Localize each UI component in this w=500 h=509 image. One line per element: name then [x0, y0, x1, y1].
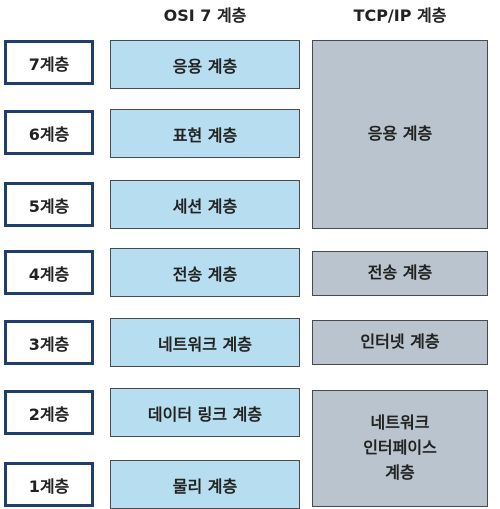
osi-session-layer: 세션 계층 — [110, 180, 300, 229]
layer-number-7: 7계층 — [4, 40, 94, 85]
osi-physical-layer: 물리 계층 — [110, 460, 300, 509]
tcpip-network-interface-label: 네트워크 인터페이스 계층 — [363, 413, 437, 482]
osi-presentation-layer: 표현 계층 — [110, 109, 300, 158]
tcpip-transport-layer: 전송 계층 — [312, 251, 488, 296]
layer-number-3: 3계층 — [4, 320, 94, 365]
layer-number-5: 5계층 — [4, 182, 94, 227]
osi-application-layer: 응용 계층 — [110, 40, 300, 89]
layer-number-4: 4계층 — [4, 250, 94, 295]
tcpip-application-layer: 응용 계층 — [312, 40, 488, 229]
tcpip-header: TCP/IP 계층 — [353, 6, 447, 25]
osi-network-layer: 네트워크 계층 — [110, 318, 300, 367]
layer-number-6: 6계층 — [4, 110, 94, 155]
osi-transport-layer: 전송 계층 — [110, 248, 300, 297]
tcpip-internet-layer: 인터넷 계층 — [312, 320, 488, 365]
osi-header: OSI 7 계층 — [163, 6, 247, 25]
tcpip-network-interface-layer: 네트워크 인터페이스 계층 — [312, 390, 488, 507]
layer-number-1: 1계층 — [4, 462, 94, 507]
layer-number-2: 2계층 — [4, 390, 94, 435]
osi-data-link-layer: 데이터 링크 계층 — [110, 388, 300, 437]
